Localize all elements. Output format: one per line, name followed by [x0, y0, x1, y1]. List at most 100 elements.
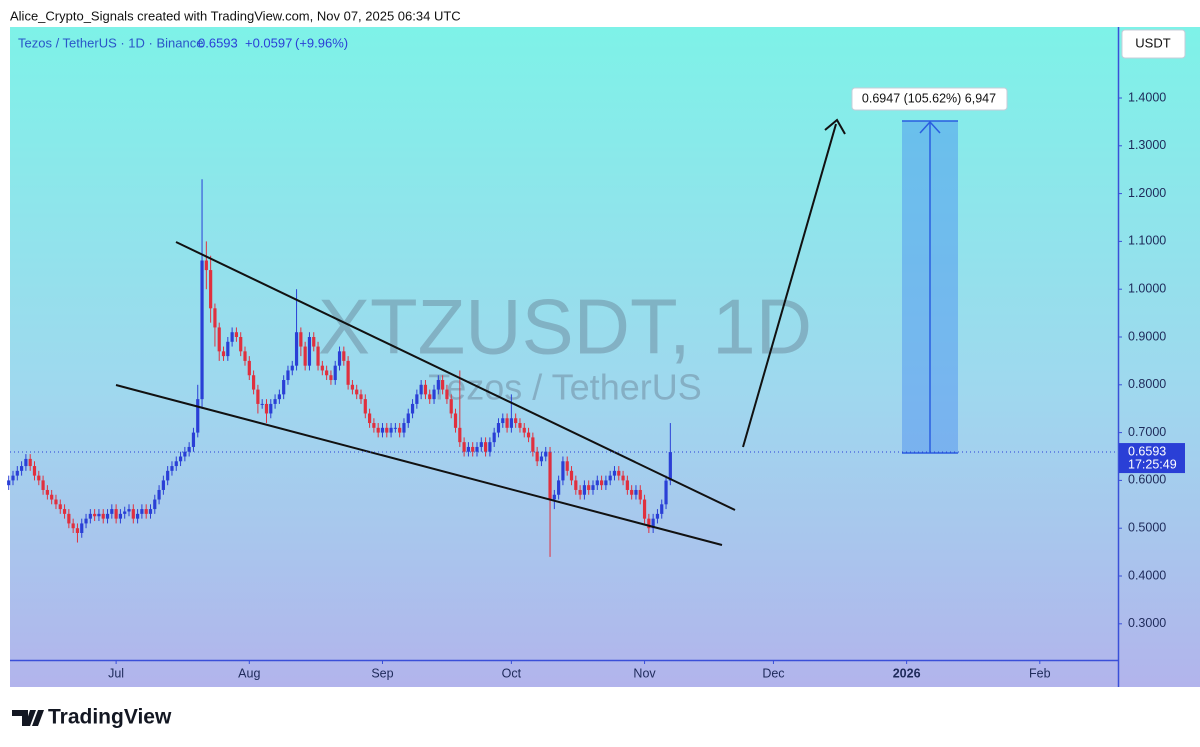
trendline-lower — [115, 384, 723, 546]
candle-body — [471, 446, 475, 452]
candle-body — [466, 446, 471, 452]
candle-body — [247, 360, 251, 376]
candle-body — [251, 375, 256, 390]
candle-body — [37, 475, 41, 481]
candle-body — [226, 341, 230, 357]
candle-body — [526, 432, 531, 438]
x-tick-label: Aug — [238, 666, 260, 680]
candle-body — [475, 446, 479, 452]
candle-body — [174, 461, 178, 467]
candle-body — [441, 380, 445, 390]
candle-body — [290, 365, 294, 371]
candle-body — [367, 413, 372, 424]
candle-body — [294, 332, 299, 366]
candle-body — [591, 485, 595, 490]
y-tick-label: 0.6000 — [1128, 473, 1166, 487]
candle-body — [415, 394, 419, 404]
candle-body — [642, 499, 647, 519]
candle-body — [608, 475, 612, 481]
candle-body — [316, 346, 320, 366]
candle-body — [355, 389, 359, 395]
legend-change: +0.0597 — [245, 35, 292, 50]
candle-body — [561, 461, 565, 481]
chart-background — [10, 27, 1200, 687]
x-tick-label: Nov — [633, 666, 656, 680]
candle-body — [213, 308, 217, 328]
candle-body — [24, 458, 28, 467]
candle-body — [402, 423, 406, 433]
candle-body — [217, 327, 221, 352]
candle-body — [230, 332, 234, 342]
candle-body — [209, 270, 213, 309]
candle-body — [312, 336, 316, 347]
candle-body — [123, 511, 127, 514]
candle-body — [93, 513, 97, 517]
candle-body — [664, 480, 668, 505]
candle-body — [501, 418, 505, 424]
footer-logo: TradingView — [12, 706, 172, 729]
watermark-subtitle: Tezos / TetherUS — [428, 367, 701, 408]
candle-body — [80, 523, 84, 533]
candle-body — [84, 518, 88, 524]
candle-body — [325, 370, 329, 376]
candle-body — [333, 365, 337, 381]
candle-body — [67, 513, 71, 524]
candle-body — [204, 260, 208, 271]
candle-body — [638, 489, 642, 500]
footer-brand: TradingView — [48, 706, 172, 729]
currency: USDT — [1135, 35, 1170, 50]
currency-box[interactable] — [1121, 29, 1186, 59]
candle-body — [303, 346, 307, 366]
candle-body — [135, 513, 140, 519]
x-tick-label: Dec — [762, 666, 784, 680]
trendline-upper — [175, 241, 736, 511]
candle-body — [436, 380, 440, 390]
last-price-tag — [1119, 443, 1185, 474]
candle-body — [118, 513, 123, 519]
candle-body — [363, 399, 367, 414]
candle-body — [62, 509, 67, 514]
candle-body — [406, 413, 410, 424]
measure-label: 0.6947 (105.62%) 6,947 — [862, 91, 996, 105]
y-tick-label: 0.7000 — [1128, 425, 1166, 439]
candle-body — [243, 351, 247, 361]
x-tick-label: Oct — [502, 666, 522, 680]
candle-body — [110, 509, 114, 514]
candle-body — [114, 509, 118, 519]
candle-body — [617, 470, 621, 476]
x-tick-label: 2026 — [893, 666, 921, 680]
candle-body — [256, 389, 260, 404]
candle-body — [604, 480, 608, 486]
candle-body — [166, 470, 170, 481]
candle-body — [393, 427, 397, 429]
y-tick-label: 1.4000 — [1128, 90, 1166, 104]
candle-body — [548, 451, 552, 500]
candle-body — [58, 504, 62, 510]
candle-body — [161, 480, 165, 490]
candle-body — [462, 442, 466, 452]
candle-body — [239, 336, 243, 352]
candle-body — [337, 351, 342, 366]
candle-body — [625, 480, 629, 490]
candle-body — [7, 480, 11, 486]
candle-body — [127, 509, 131, 512]
candle-body — [41, 480, 45, 490]
candle-body — [539, 456, 544, 462]
candle-body — [299, 332, 303, 347]
candle-body — [587, 485, 591, 490]
x-tick-label: Jul — [108, 666, 124, 680]
candle-body — [372, 423, 376, 428]
candle-body — [260, 403, 264, 405]
candle-body — [54, 499, 58, 505]
candle-body — [647, 518, 651, 529]
candle-body — [269, 403, 273, 414]
candles — [7, 179, 672, 557]
candle-body — [483, 442, 488, 452]
candle-body — [15, 470, 19, 476]
measure-label-box — [851, 87, 1008, 111]
candle-body — [449, 399, 453, 414]
candle-body — [385, 427, 389, 433]
legend-price: 0.6593 — [198, 35, 238, 50]
